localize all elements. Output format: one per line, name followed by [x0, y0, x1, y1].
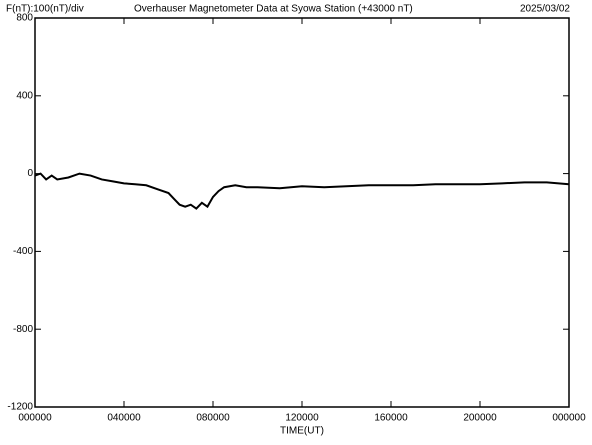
x-tick-label: 080000: [196, 413, 230, 424]
chart-date: 2025/03/02: [520, 4, 570, 15]
y-tick-label: -1200: [7, 402, 33, 413]
y-tick-label: -400: [13, 246, 33, 257]
x-tick-label: 200000: [463, 413, 497, 424]
chart-title: Overhauser Magnetometer Data at Syowa St…: [134, 4, 413, 15]
scale-label: F(nT):100(nT)/div: [6, 4, 84, 15]
y-tick-label: 0: [27, 168, 33, 179]
y-tick-label: -800: [13, 324, 33, 335]
x-tick-label: 120000: [285, 413, 319, 424]
plot-frame: [34, 17, 570, 408]
x-tick-label: 000000: [552, 413, 586, 424]
y-tick-label: 800: [16, 13, 33, 24]
y-tick-label: 400: [16, 90, 33, 101]
x-tick-label: 000000: [18, 413, 52, 424]
x-axis-label: TIME(UT): [280, 426, 324, 437]
data-line: [34, 172, 570, 210]
x-tick-label: 040000: [107, 413, 141, 424]
x-tick-label: 160000: [374, 413, 408, 424]
